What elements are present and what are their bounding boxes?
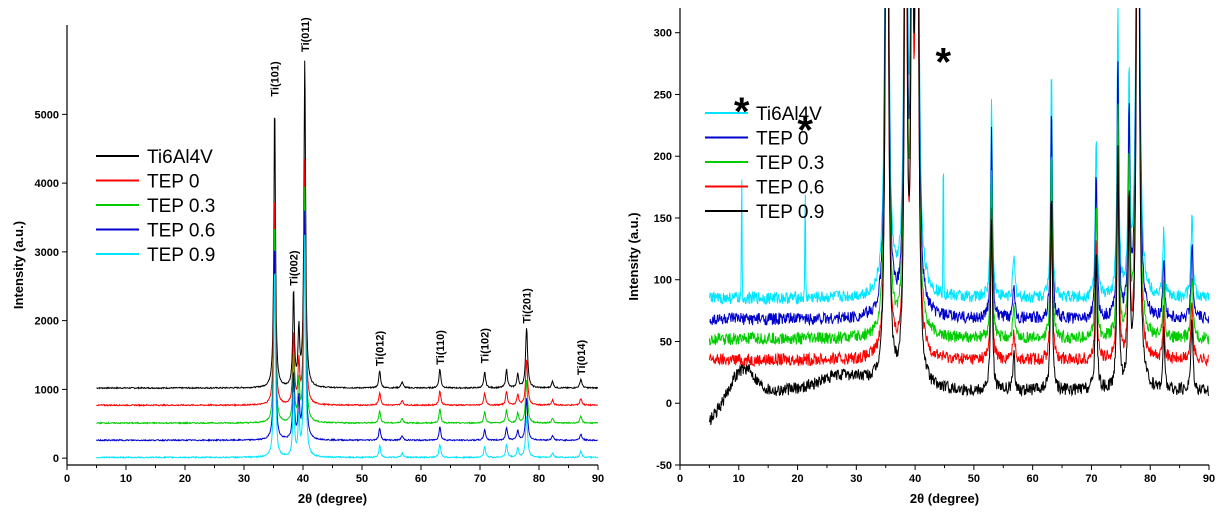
legend-label: TEP 0.9 <box>147 245 215 266</box>
series-line-tep-0-9 <box>96 234 598 460</box>
series-lines <box>96 60 598 460</box>
x-axis-title: 2θ (degree) <box>910 491 979 506</box>
peak-label: Ti(002) <box>289 250 301 286</box>
legend-label: TEP 0.3 <box>756 153 824 174</box>
x-tick-label: 90 <box>592 473 604 485</box>
series-line-tep-0-6 <box>96 210 598 442</box>
series-line-tep-0-3 <box>96 186 598 425</box>
x-tick-label: 20 <box>791 473 803 485</box>
x-tick-label: 10 <box>120 473 132 485</box>
x-tick-label: 70 <box>474 473 486 485</box>
x-tick-label: 30 <box>850 473 862 485</box>
x-tick-label: 40 <box>909 473 921 485</box>
y-tick-label: 4000 <box>35 178 59 190</box>
asterisk-marker: * <box>936 40 952 84</box>
peak-label: Ti(110) <box>435 330 447 365</box>
y-tick-label: 5000 <box>35 109 59 121</box>
x-tick-label: 80 <box>533 473 545 485</box>
y-tick-label: -50 <box>656 460 672 472</box>
y-tick-label: 1000 <box>35 384 59 396</box>
y-tick-label: 300 <box>654 28 672 40</box>
x-tick-label: 60 <box>415 473 427 485</box>
y-axis-title: Intensity (a.u.) <box>626 212 641 300</box>
legend-label: Ti6Al4V <box>147 147 213 168</box>
series-line-tep-0-9 <box>708 8 1209 426</box>
series-line-ti6al4v <box>708 8 1209 306</box>
y-tick-label: 0 <box>53 453 59 465</box>
peak-label: Ti(011) <box>300 17 312 52</box>
y-tick-label: 250 <box>654 89 672 101</box>
legend-label: TEP 0.3 <box>147 196 215 217</box>
legend-label: TEP 0 <box>147 172 199 193</box>
legend-label: TEP 0.6 <box>756 178 824 199</box>
x-tick-label: 70 <box>1085 473 1097 485</box>
peak-label: Ti(102) <box>480 328 492 364</box>
legend-label: Ti6Al4V <box>756 104 822 125</box>
peak-label: Ti(101) <box>270 61 282 97</box>
peak-label: Ti(014) <box>576 339 588 375</box>
y-tick-label: 100 <box>654 275 672 287</box>
legend-label: TEP 0.6 <box>147 221 215 242</box>
x-tick-label: 10 <box>733 473 745 485</box>
x-tick-label: 90 <box>1203 473 1215 485</box>
x-tick-label: 30 <box>238 473 250 485</box>
y-tick-label: 3000 <box>35 247 59 259</box>
series-line-tep-0 <box>96 158 598 408</box>
legend-label: TEP 0.9 <box>756 202 824 223</box>
x-tick-label: 40 <box>297 473 309 485</box>
series-line-tep-0-3 <box>708 8 1209 346</box>
y-axis-title: Intensity (a.u.) <box>11 221 26 309</box>
x-tick-label: 0 <box>677 473 683 485</box>
x-tick-label: 60 <box>1027 473 1039 485</box>
x-tick-label: 80 <box>1144 473 1156 485</box>
y-tick-label: 0 <box>666 398 672 410</box>
series-line-tep-0-6 <box>708 8 1209 368</box>
x-tick-label: 20 <box>179 473 191 485</box>
peak-label: Ti(201) <box>522 288 534 324</box>
series-line-tep-0 <box>709 8 1209 327</box>
legend-label: TEP 0 <box>756 129 808 150</box>
y-tick-label: 50 <box>660 336 672 348</box>
series-lines <box>708 8 1209 426</box>
y-tick-label: 2000 <box>35 316 59 328</box>
x-tick-label: 50 <box>356 473 368 485</box>
y-tick-label: 150 <box>654 213 672 225</box>
x-tick-label: 0 <box>64 473 70 485</box>
left-xrd-chart: 0 10 20 30 40 50 60 70 80 90 0 1000 2000 3000 4000 5000… <box>11 17 604 506</box>
x-axis-title: 2θ (degree) <box>298 491 367 506</box>
asterisk-marker: * <box>734 90 750 134</box>
series-line-ti6al4v <box>96 60 598 390</box>
right-xrd-chart: 0 10 20 30 40 50 60 70 80 90 -50 0 50 100 150 200 250 300… <box>626 8 1215 506</box>
peak-label: Ti(012) <box>375 331 387 367</box>
y-tick-label: 200 <box>654 151 672 163</box>
x-tick-label: 50 <box>968 473 980 485</box>
asterisk-marker: * <box>797 108 813 152</box>
